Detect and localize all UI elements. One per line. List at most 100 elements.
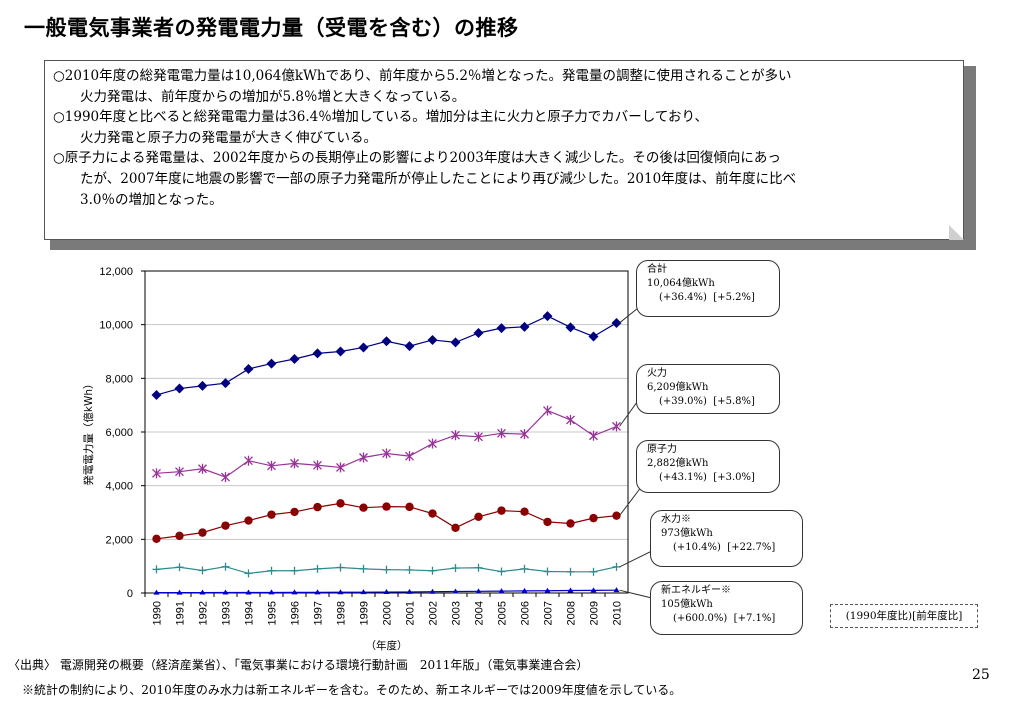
- x-tick-label: 2006: [520, 601, 532, 625]
- data-point-thermal: [497, 428, 506, 439]
- callout-hydro-amount: 973億kWh: [661, 528, 713, 539]
- data-point-total: [565, 322, 576, 333]
- page-fold-corner: [949, 225, 964, 240]
- data-point-hydro: [382, 565, 391, 574]
- callout-newenergy-amount: 105億kWh: [661, 599, 713, 610]
- data-point-hydro: [244, 569, 253, 578]
- data-point-thermal: [520, 429, 529, 440]
- data-point-newenergy: [314, 589, 321, 595]
- data-point-hydro: [313, 564, 322, 573]
- x-tick-label: 2008: [566, 601, 578, 625]
- data-point-newenergy: [291, 589, 298, 595]
- data-point-nuclear: [336, 499, 345, 508]
- data-point-thermal: [290, 458, 299, 469]
- data-point-hydro: [428, 566, 437, 575]
- page-title: 一般電気事業者の発電電力量（受電を含む）の推移: [24, 16, 519, 40]
- data-point-hydro: [198, 566, 207, 575]
- data-point-total: [151, 389, 162, 400]
- data-point-nuclear: [474, 512, 483, 521]
- data-point-total: [174, 383, 185, 394]
- callout-thermal-ratios: (+39.0%) [+5.8%]: [659, 396, 755, 407]
- page-number: 25: [972, 667, 990, 683]
- callout-nuclear: 原子力 2,882億kWh (+43.1%) [+3.0%]: [636, 440, 780, 493]
- data-point-nuclear: [290, 507, 299, 517]
- y-tick-label: 10,000: [99, 320, 133, 332]
- data-point-thermal: [451, 430, 460, 441]
- callout-thermal-amount: 6,209億kWh: [647, 382, 709, 393]
- y-tick-label: 2,000: [105, 534, 133, 546]
- data-point-total: [243, 363, 254, 374]
- summary-box: ○2010年度の総発電電力量は10,064億kWhであり、前年度から5.2％増と…: [44, 60, 964, 240]
- data-point-total: [220, 378, 231, 389]
- callout-nuclear-ratios: (+43.1%) [+3.0%]: [659, 472, 755, 483]
- data-point-nuclear: [405, 502, 414, 512]
- x-tick-label: 1998: [336, 601, 348, 625]
- y-tick-label: 4,000: [105, 481, 133, 493]
- data-point-total: [542, 311, 553, 322]
- data-point-newenergy: [498, 588, 505, 594]
- data-point-hydro: [175, 563, 184, 572]
- data-point-thermal: [152, 468, 161, 479]
- callout-total-name: 合計: [647, 264, 667, 275]
- data-point-total: [358, 342, 369, 353]
- data-point-hydro: [589, 567, 598, 576]
- data-point-newenergy: [199, 589, 206, 595]
- source-citation: 〈出典〉 電源開発の概要（経済産業省）、「電気事業における環境行動計画 2011…: [8, 658, 589, 672]
- x-tick-label: 1999: [359, 601, 371, 625]
- data-point-total: [335, 346, 346, 357]
- x-tick-label: 2004: [474, 601, 486, 625]
- data-point-nuclear: [198, 528, 207, 537]
- data-point-nuclear: [244, 516, 253, 525]
- callout-hydro: 水力※ 973億kWh (+10.4%) [+22.7%]: [650, 510, 803, 567]
- callout-nuclear-name: 原子力: [647, 444, 677, 455]
- x-tick-label: 1996: [290, 601, 302, 625]
- data-point-total: [197, 380, 208, 391]
- data-point-thermal: [359, 452, 368, 463]
- series-line-thermal: [156, 409, 617, 478]
- data-point-hydro: [359, 564, 368, 573]
- x-tick-label: 2009: [589, 601, 601, 625]
- data-point-newenergy: [153, 589, 160, 595]
- data-point-total: [611, 317, 622, 328]
- data-point-newenergy: [613, 587, 620, 593]
- data-point-thermal: [405, 451, 414, 462]
- data-point-hydro: [221, 562, 230, 571]
- x-tick-label: 1995: [267, 601, 279, 625]
- data-point-thermal: [313, 460, 322, 471]
- data-point-newenergy: [268, 589, 275, 595]
- data-point-newenergy: [222, 589, 229, 595]
- data-point-newenergy: [567, 587, 574, 593]
- data-point-hydro: [497, 567, 506, 576]
- summary-line: 火力発電は、前年度からの増加が5.8％増と大きくなっている。: [80, 88, 466, 105]
- data-point-thermal: [336, 462, 345, 473]
- data-point-nuclear: [589, 513, 598, 523]
- data-point-total: [427, 334, 438, 345]
- x-axis-title: （年度）: [366, 639, 408, 652]
- data-point-hydro: [543, 567, 552, 576]
- x-tick-label: 1991: [175, 601, 187, 625]
- data-point-total: [266, 358, 277, 369]
- callout-hydro-name: 水力※: [661, 514, 691, 525]
- data-point-newenergy: [590, 587, 597, 593]
- data-point-thermal: [244, 455, 253, 466]
- x-tick-label: 1997: [313, 601, 325, 625]
- data-point-nuclear: [543, 517, 552, 527]
- data-point-thermal: [221, 472, 230, 483]
- y-tick-label: 8,000: [105, 373, 133, 385]
- data-point-thermal: [566, 414, 575, 425]
- data-point-nuclear: [612, 511, 621, 520]
- y-tick-label: 6,000: [105, 427, 133, 439]
- data-point-total: [588, 331, 599, 342]
- data-point-nuclear: [359, 503, 368, 512]
- callout-thermal-name: 火力: [647, 368, 667, 379]
- data-point-total: [450, 337, 461, 348]
- data-point-hydro: [152, 565, 161, 574]
- x-tick-label: 1990: [152, 601, 164, 625]
- callout-newenergy-ratios: (+600.0%) [+7.1%]: [673, 613, 776, 624]
- data-point-thermal: [589, 430, 598, 441]
- x-tick-label: 2005: [497, 601, 509, 625]
- data-point-thermal: [612, 421, 621, 432]
- data-point-total: [519, 321, 530, 332]
- callout-total-amount: 10,064億kWh: [647, 278, 715, 289]
- data-point-thermal: [198, 463, 207, 474]
